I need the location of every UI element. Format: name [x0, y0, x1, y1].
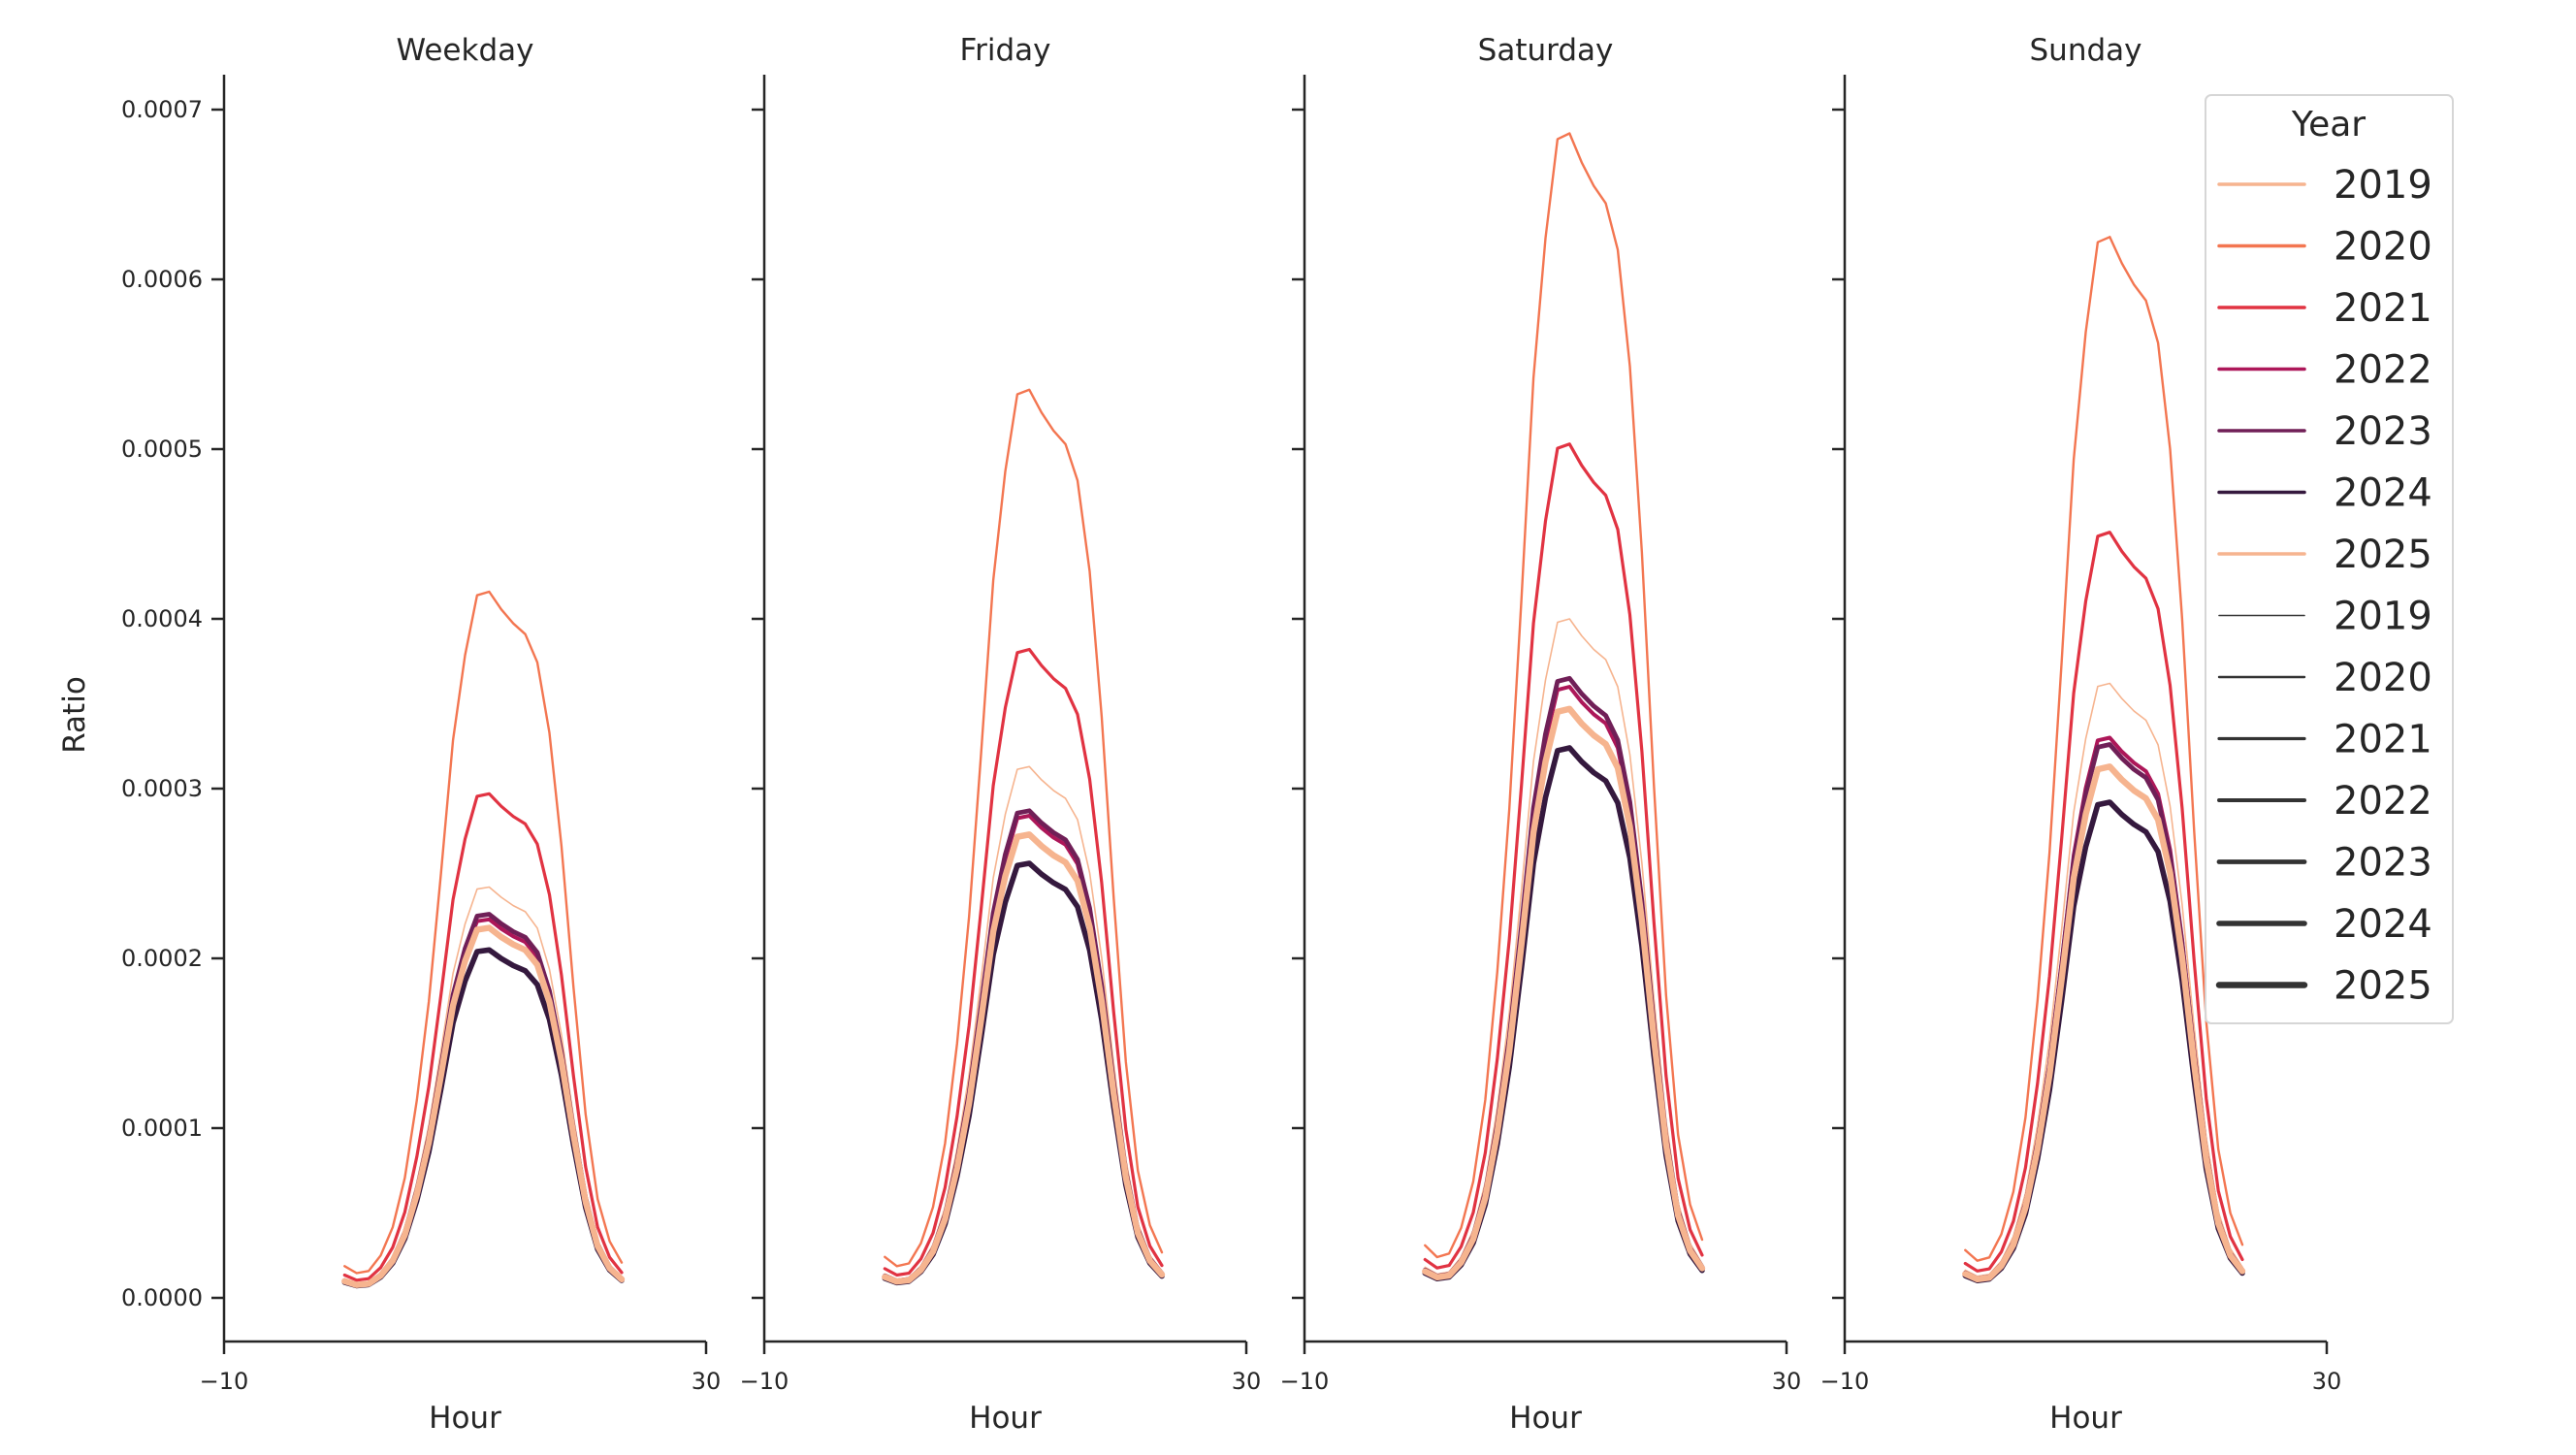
x-tick-label: 30	[1232, 1368, 1262, 1395]
panel-title: Sunday	[2030, 33, 2142, 68]
x-axis-label: Hour	[2049, 1401, 2122, 1436]
panel-sunday: Sunday −10 30 Hour	[1820, 33, 2342, 1436]
legend-size-label-2021: 2021	[2334, 718, 2432, 762]
series-line-2020	[1424, 132, 1704, 1259]
y-tick-label: 0.0001	[121, 1115, 203, 1142]
y-tick-label: 0.0004	[121, 605, 203, 632]
y-tick-label: 0.0007	[121, 96, 203, 123]
panel-title: Weekday	[397, 33, 534, 68]
legend-label-2022: 2022	[2334, 348, 2432, 393]
x-tick-label: 30	[1772, 1368, 1802, 1395]
x-axis-label: Hour	[969, 1401, 1042, 1436]
series-line-2021	[342, 792, 624, 1282]
series-line-2022	[1423, 685, 1704, 1278]
series-line-2020	[343, 590, 624, 1275]
x-tick-label: 30	[692, 1368, 722, 1395]
series-line-2020	[1964, 236, 2244, 1262]
legend-label-2019: 2019	[2334, 163, 2432, 208]
y-tick-label: 0.0005	[121, 436, 203, 463]
y-tick-label: 0.0006	[121, 266, 203, 293]
series-line-2023	[882, 808, 1165, 1283]
legend-box	[2205, 94, 2454, 1024]
series-line-2021	[1963, 531, 2244, 1273]
legend-label-2024: 2024	[2334, 471, 2432, 516]
series-line-2022	[883, 814, 1164, 1283]
series-line-2022	[1963, 735, 2244, 1280]
legend-label-2020: 2020	[2334, 225, 2432, 270]
series-line-2023	[1422, 675, 1705, 1278]
series-line-2025	[882, 831, 1166, 1285]
panel-title: Saturday	[1478, 33, 1614, 68]
legend-title: Year	[2291, 105, 2366, 145]
series-line-2023	[341, 912, 625, 1287]
legend-label-2025: 2025	[2334, 533, 2432, 577]
panel-weekday: Weekday 0.0000 0.0001 0.0002 0.0003 0.0004 0.0…	[121, 33, 721, 1436]
panel-saturday: Saturday −10 30 Hour	[1280, 33, 1802, 1436]
series-line-2019	[1964, 682, 2243, 1277]
legend-label-2023: 2023	[2334, 409, 2432, 454]
series-line-2019	[343, 886, 623, 1284]
panel-friday: Friday −10 30 Hour	[740, 33, 1262, 1436]
x-tick-label: −10	[200, 1368, 249, 1395]
series-line-2025	[341, 924, 626, 1288]
x-tick-label: −10	[1820, 1368, 1870, 1395]
legend-size-label-2022: 2022	[2334, 779, 2432, 824]
series-line-2025	[1422, 705, 1706, 1280]
y-tick-label: 0.0000	[121, 1284, 203, 1311]
legend-label-2021: 2021	[2334, 286, 2432, 331]
x-axis-label: Hour	[1509, 1401, 1582, 1436]
panel-title: Friday	[960, 33, 1051, 68]
legend-size-label-2020: 2020	[2334, 656, 2432, 700]
x-tick-label: −10	[740, 1368, 789, 1395]
legend-size-label-2025: 2025	[2334, 964, 2432, 1009]
series-line-2021	[1423, 442, 1704, 1270]
y-tick-label: 0.0002	[121, 945, 203, 972]
series-line-2022	[342, 917, 624, 1287]
x-tick-label: 30	[2312, 1368, 2342, 1395]
legend-size-label-2019: 2019	[2334, 595, 2432, 639]
y-tick-label: 0.0003	[121, 775, 203, 802]
series-line-2023	[1962, 742, 2245, 1281]
series-line-2020	[884, 388, 1164, 1268]
y-axis-label: Ratio	[57, 676, 92, 754]
legend-size-label-2023: 2023	[2334, 841, 2432, 886]
series-line-2021	[883, 647, 1164, 1277]
legend-size-label-2024: 2024	[2334, 902, 2432, 947]
series-line-2019	[1424, 618, 1703, 1276]
legend: Year 2019 2020 2021 2022 2023 2024 2025 2019 202…	[2205, 94, 2454, 1024]
series-line-2019	[884, 765, 1163, 1280]
series-line-2025	[1962, 763, 2246, 1282]
x-tick-label: −10	[1280, 1368, 1330, 1395]
x-axis-label: Hour	[429, 1401, 501, 1436]
